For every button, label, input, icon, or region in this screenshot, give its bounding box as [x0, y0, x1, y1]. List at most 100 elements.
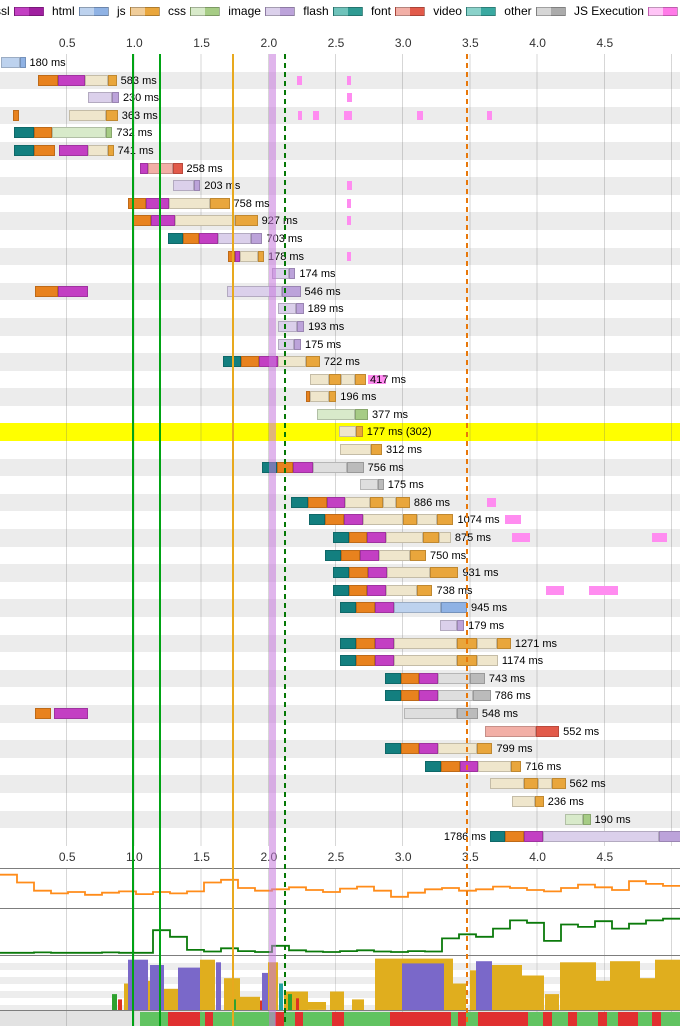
js-execution-segment	[486, 497, 496, 507]
request-duration-label: 562 ms	[569, 778, 606, 791]
request-row[interactable]: 1271 ms	[0, 634, 680, 653]
request-row[interactable]: 931 ms	[0, 564, 680, 582]
request-row[interactable]: 552 ms	[0, 722, 680, 741]
activity-block-green	[232, 999, 236, 1010]
request-row[interactable]: 178 ms	[0, 247, 680, 266]
segment-js_l	[341, 373, 355, 385]
request-row[interactable]: 203 ms	[0, 177, 680, 195]
segment-connect	[306, 391, 310, 403]
request-row[interactable]: 236 ms	[0, 792, 680, 811]
request-row[interactable]: 583 ms	[0, 71, 680, 90]
request-row[interactable]: 756 ms	[0, 458, 680, 477]
segment-js_l	[416, 514, 437, 526]
request-row[interactable]: 189 ms	[0, 300, 680, 318]
axis-tick: 1.0	[126, 850, 143, 864]
segment-oth_d	[346, 461, 364, 473]
request-row[interactable]: 886 ms	[0, 493, 680, 512]
activity-block-purple	[128, 959, 148, 1010]
segment-js_l	[438, 743, 478, 755]
request-duration-label: 750 ms	[430, 549, 467, 562]
request-row[interactable]: 193 ms	[0, 317, 680, 336]
request-row[interactable]: 722 ms	[0, 353, 680, 371]
segment-img_l	[278, 303, 296, 315]
request-row[interactable]: 180 ms	[0, 54, 680, 72]
request-row[interactable]: 258 ms	[0, 159, 680, 178]
activity-block-gold	[240, 996, 260, 1011]
request-duration-label: 927 ms	[261, 215, 298, 228]
tasks-red-segment	[205, 1012, 213, 1026]
request-row[interactable]: 179 ms	[0, 617, 680, 635]
request-row[interactable]: 750 ms	[0, 546, 680, 565]
js-execution-segment	[486, 110, 492, 120]
segment-img_d	[294, 338, 302, 350]
request-row[interactable]: 417 ms	[0, 370, 680, 389]
request-row[interactable]: 1786 ms	[0, 828, 680, 846]
segment-connect	[13, 109, 19, 121]
request-row[interactable]: 548 ms	[0, 704, 680, 723]
request-row[interactable]: 196 ms	[0, 388, 680, 406]
cpu-utilization-chart	[0, 873, 680, 898]
segment-ssl	[366, 532, 386, 544]
request-row[interactable]: 799 ms	[0, 740, 680, 758]
request-row[interactable]: 927 ms	[0, 212, 680, 230]
request-duration-label: 722 ms	[323, 356, 360, 369]
browser-activity-chart	[112, 958, 680, 1011]
segment-img_l	[542, 831, 659, 843]
segment-connect	[349, 584, 367, 596]
activity-block-red	[260, 1000, 263, 1010]
request-row[interactable]: 875 ms	[0, 529, 680, 547]
step-line	[0, 917, 680, 954]
activity-block-purple	[402, 963, 444, 1010]
segment-js_d	[416, 584, 433, 596]
request-duration-label: 312 ms	[385, 444, 423, 457]
request-row[interactable]: 546 ms	[0, 282, 680, 301]
request-row[interactable]: 230 ms	[0, 89, 680, 107]
segment-css_d	[354, 408, 368, 420]
segment-ssl	[344, 514, 363, 526]
request-row[interactable]: 562 ms	[0, 775, 680, 793]
request-row[interactable]: 743 ms	[0, 669, 680, 688]
request-row[interactable]: 703 ms	[0, 229, 680, 248]
segment-connect	[349, 532, 367, 544]
request-row[interactable]: 786 ms	[0, 687, 680, 705]
segment-connect	[356, 637, 375, 649]
request-row[interactable]: 312 ms	[0, 441, 680, 459]
segment-img_l	[227, 285, 283, 297]
segment-img_d	[297, 320, 305, 332]
segment-ssl	[292, 461, 314, 473]
request-row[interactable]: 1074 ms	[0, 511, 680, 530]
request-duration-label: 703 ms	[266, 232, 303, 245]
segment-js_d	[409, 549, 427, 561]
request-row[interactable]: 363 ms	[0, 106, 680, 125]
segment-dns	[13, 144, 34, 156]
legend-item-video: video	[433, 4, 496, 18]
js-execution-segment	[505, 515, 522, 525]
request-row[interactable]: 738 ms	[0, 581, 680, 600]
request-row[interactable]: 377 ms	[0, 405, 680, 424]
segment-js_d	[329, 373, 342, 385]
request-row[interactable]: 190 ms	[0, 810, 680, 829]
segment-js_l	[169, 197, 210, 209]
activity-block-gold	[330, 991, 344, 1010]
activity-block-gold	[560, 962, 596, 1010]
request-row[interactable]: 945 ms	[0, 599, 680, 617]
request-row[interactable]: 175 ms	[0, 476, 680, 494]
request-row[interactable]: 716 ms	[0, 757, 680, 776]
request-row[interactable]: 732 ms	[0, 124, 680, 142]
legend-label: other	[504, 4, 532, 18]
segment-js_d	[403, 514, 417, 526]
request-row[interactable]: 741 ms	[0, 141, 680, 160]
axis-tick: 2.5	[327, 36, 345, 50]
request-row[interactable]: 175 ms	[0, 335, 680, 354]
segment-ssl	[459, 760, 479, 772]
segment-img_l	[277, 338, 295, 350]
tasks-red-segment	[458, 1012, 466, 1026]
request-row[interactable]: 177 ms (302)	[0, 423, 680, 442]
axis-tick: 4.0	[529, 850, 546, 864]
request-row[interactable]: 174 ms	[0, 265, 680, 283]
request-duration-label: 417 ms	[369, 373, 407, 386]
request-row[interactable]: 1174 ms	[0, 652, 680, 670]
activity-block-gold	[352, 999, 364, 1010]
segment-dns	[168, 232, 183, 244]
request-row[interactable]: 758 ms	[0, 194, 680, 213]
